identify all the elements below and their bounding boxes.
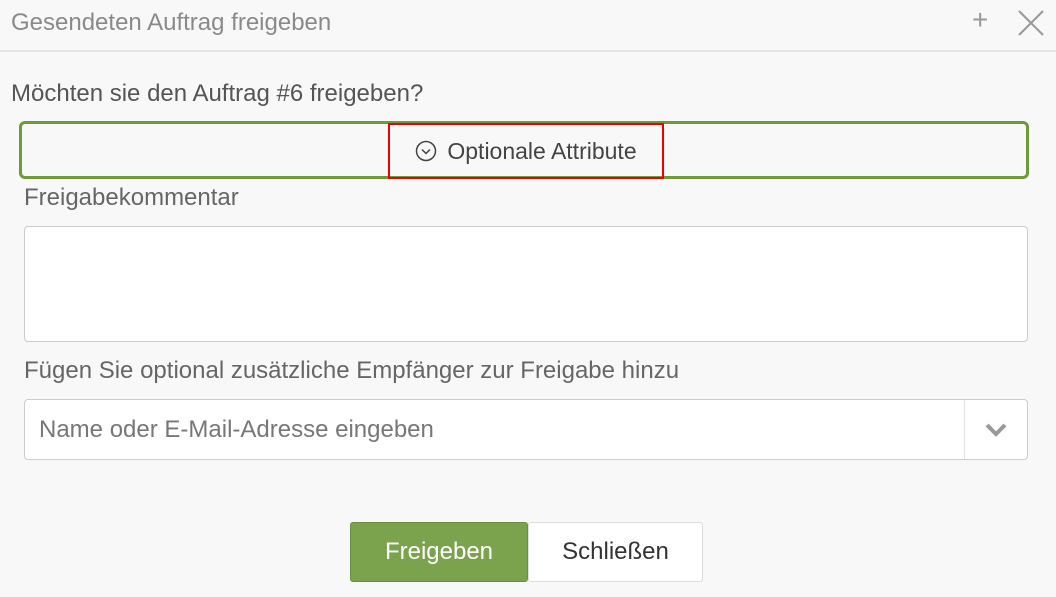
comment-textarea[interactable] [24,226,1028,342]
approve-button[interactable]: Freigeben [350,522,528,582]
recipients-placeholder: Name oder E-Mail-Adresse eingeben [39,416,434,443]
recipients-label: Fügen Sie optional zusätzliche Empfänger… [24,357,680,384]
comment-label: Freigabekommentar [24,184,239,211]
optional-attributes-label: Optionale Attribute [447,137,637,164]
close-button[interactable]: Schließen [528,522,703,582]
optional-attributes-toggle[interactable]: Optionale Attribute [388,123,664,179]
dialog-title: Gesendeten Auftrag freigeben [11,9,332,36]
plus-icon[interactable]: + [972,4,989,35]
chevron-circle-down-icon [416,140,437,162]
question-text: Möchten sie den Auftrag #6 freigeben? [11,80,424,107]
dropdown-toggle[interactable] [964,400,1027,459]
close-icon[interactable] [1016,8,1046,38]
chevron-down-icon [985,423,1007,437]
recipients-select[interactable]: Name oder E-Mail-Adresse eingeben [24,399,1028,460]
dialog-header: Gesendeten Auftrag freigeben + [0,0,1056,52]
